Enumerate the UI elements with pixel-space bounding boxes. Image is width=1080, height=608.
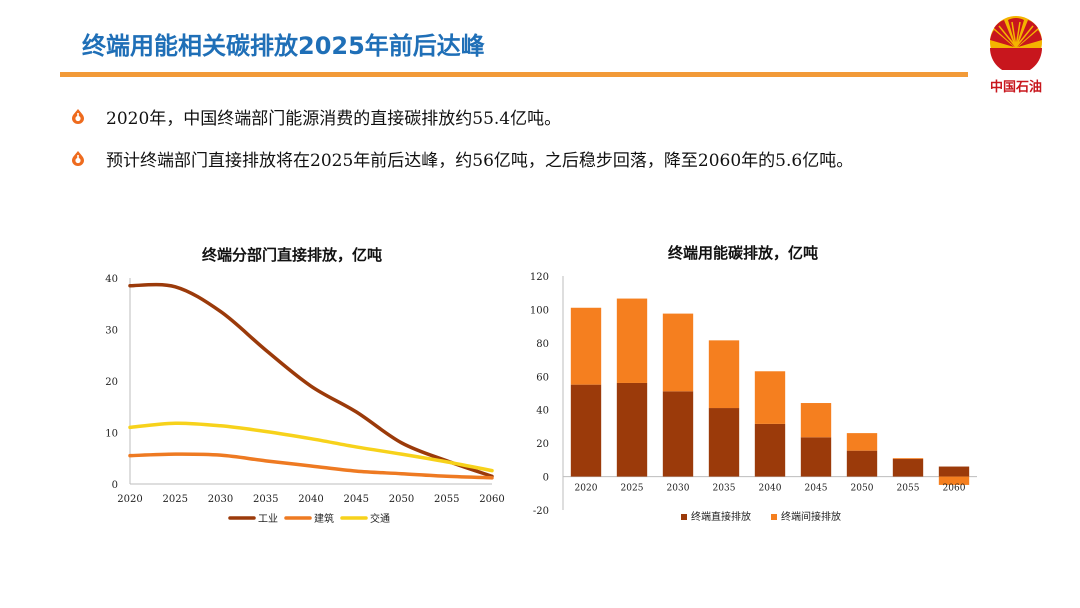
- bar-segment-1: [616, 298, 648, 383]
- legend-swatch: [681, 514, 687, 520]
- y-tick-label: 100: [530, 305, 549, 316]
- bar-segment-1: [754, 371, 786, 424]
- legend-label: 工业: [258, 513, 278, 525]
- bar-segment-0: [570, 384, 602, 477]
- y-tick-label: 10: [105, 429, 118, 440]
- bar-segment-0: [754, 423, 786, 477]
- y-tick-label: 60: [536, 372, 549, 383]
- page-title: 终端用能相关碳排放2025年前后达峰: [82, 32, 485, 60]
- y-tick-label: 120: [530, 272, 549, 283]
- x-tick-label: 2040: [759, 484, 782, 494]
- x-tick-label: 2060: [943, 484, 966, 494]
- y-tick-label: -20: [533, 506, 549, 517]
- bar-segment-0: [846, 450, 878, 477]
- bar-segment-0: [662, 391, 694, 477]
- y-tick-label: 0: [112, 480, 118, 491]
- legend-swatch: [771, 514, 777, 520]
- legend-label: 交通: [370, 512, 390, 525]
- x-tick-label: 2055: [434, 494, 459, 505]
- x-tick-label: 2045: [805, 484, 828, 494]
- bar-segment-0: [938, 466, 970, 477]
- x-tick-label: 2040: [298, 494, 323, 505]
- bar-segment-1: [846, 433, 878, 451]
- series-line-2: [128, 421, 494, 473]
- bullet-text: 2020年，中国终端部门能源消费的直接碳排放约55.4亿吨。: [106, 109, 562, 129]
- legend-label: 终端间接排放: [781, 510, 841, 523]
- bar-segment-0: [616, 382, 648, 477]
- y-tick-label: 20: [105, 377, 118, 388]
- x-tick-label: 2055: [897, 484, 920, 494]
- bullet-text: 预计终端部门直接排放将在2025年前后达峰，约56亿吨，之后稳步回落，降至206…: [106, 151, 854, 171]
- x-tick-label: 2050: [389, 494, 414, 505]
- bar-segment-1: [570, 307, 602, 385]
- line-chart-title: 终端分部门直接排放，亿吨: [202, 246, 383, 264]
- bar-segment-1: [892, 458, 924, 460]
- flame-bullet-icon: [72, 151, 84, 166]
- logo-text: 中国石油: [989, 80, 1042, 95]
- x-tick-label: 2030: [208, 494, 233, 505]
- y-tick-label: 40: [536, 406, 549, 417]
- x-tick-label: 2050: [851, 484, 874, 494]
- legend-label: 终端直接排放: [691, 510, 751, 523]
- bar-segment-1: [662, 313, 694, 392]
- x-tick-label: 2035: [253, 494, 278, 505]
- x-tick-label: 2045: [344, 494, 369, 505]
- y-tick-label: 0: [543, 473, 549, 484]
- y-tick-label: 40: [105, 274, 118, 285]
- x-tick-label: 2060: [479, 494, 504, 505]
- y-tick-label: 30: [105, 326, 118, 337]
- x-tick-label: 2035: [713, 484, 736, 494]
- title-underline: [60, 72, 968, 77]
- x-tick-label: 2020: [575, 484, 598, 494]
- bar-segment-1: [800, 403, 832, 438]
- y-tick-label: 80: [536, 339, 549, 350]
- company-logo: 中国石油: [984, 14, 1048, 95]
- y-tick-label: 20: [536, 439, 549, 450]
- bar-segment-0: [800, 437, 832, 477]
- series-line-0: [128, 282, 494, 479]
- bar-segment-0: [892, 459, 924, 477]
- x-tick-label: 2030: [667, 484, 690, 494]
- x-tick-label: 2020: [117, 494, 142, 505]
- flame-bullet-icon: [72, 109, 84, 124]
- x-tick-label: 2025: [621, 484, 644, 494]
- bar-segment-0: [708, 408, 740, 477]
- legend-label: 建筑: [314, 512, 334, 525]
- bar-chart-title: 终端用能碳排放，亿吨: [668, 244, 819, 262]
- bar-segment-1: [938, 476, 970, 485]
- bar-segment-1: [708, 340, 740, 409]
- petrochina-logo-icon: [990, 16, 1042, 74]
- x-tick-label: 2025: [163, 494, 188, 505]
